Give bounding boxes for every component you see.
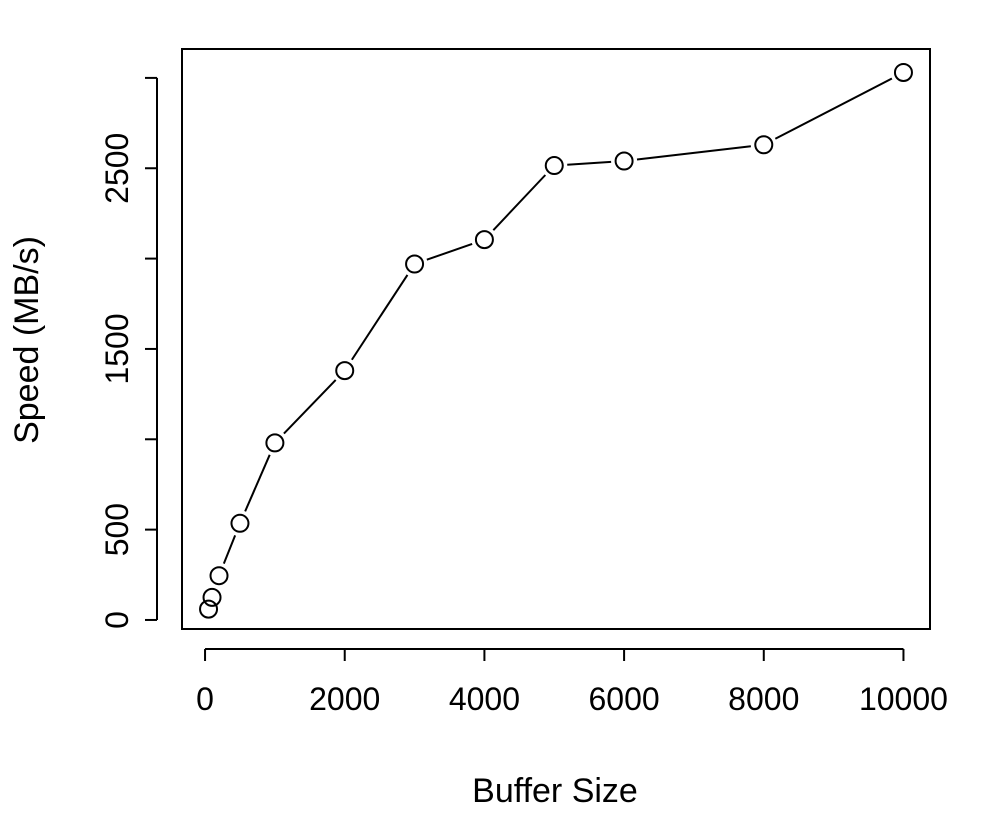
data-point: [202, 587, 222, 607]
line-segment: [567, 160, 612, 166]
y-tick-label: 0: [99, 611, 135, 629]
x-axis: 0 2000 4000 6000 8000 10000: [196, 648, 948, 717]
data-point: [614, 151, 634, 171]
data-point: [544, 156, 564, 176]
data-point: [335, 361, 355, 381]
x-axis-title: Buffer Size: [472, 772, 638, 810]
data-point: [893, 62, 913, 82]
line-segment: [426, 242, 473, 261]
plot-frame: [181, 48, 931, 630]
data-point: [230, 513, 250, 533]
line-segment: [222, 534, 237, 564]
y-axis-title: Speed (MB/s): [8, 236, 46, 444]
line-segment: [636, 145, 751, 161]
data-point: [405, 254, 425, 274]
x-tick-label: 0: [196, 681, 214, 717]
x-tick-label: 2000: [309, 681, 380, 717]
data-point: [474, 230, 494, 250]
data-point: [754, 135, 774, 155]
y-tick-label: 2500: [99, 133, 135, 204]
x-tick-label: 8000: [728, 681, 799, 717]
x-tick-label: 6000: [589, 681, 660, 717]
data-point: [209, 566, 229, 586]
series-line: [222, 77, 893, 564]
y-tick-label: 500: [99, 503, 135, 556]
data-point: [199, 599, 219, 619]
data-point: [265, 433, 285, 453]
line-segment: [283, 379, 337, 435]
y-axis: 0 500 1500 2500: [99, 76, 158, 629]
line-segment: [774, 77, 893, 140]
x-tick-label: 4000: [449, 681, 520, 717]
series-points: [199, 62, 913, 619]
line-segment: [492, 174, 547, 231]
y-tick-label: 1500: [99, 313, 135, 384]
line-segment: [244, 454, 271, 512]
line-segment: [351, 274, 409, 361]
x-tick-label: 10000: [859, 681, 948, 717]
